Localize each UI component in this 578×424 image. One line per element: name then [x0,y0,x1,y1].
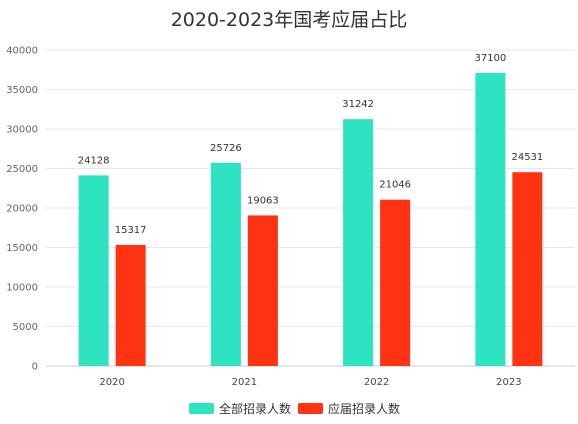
legend-swatch[interactable] [189,403,214,414]
bars: 24128 15317 25726 19063 31242 21046 37100 24531 [78,53,543,366]
x-tick-label: 2022 [364,377,389,388]
data-label: 31242 [342,99,374,110]
y-tick-label: 10000 [6,283,38,294]
y-tick-label: 0 [32,362,38,373]
bar[interactable] [475,72,506,366]
y-tick-label: 40000 [6,46,38,57]
legend-swatch[interactable] [298,403,323,414]
x-tick-label: 2021 [232,377,257,388]
legend-label[interactable]: 全部招录人数 [219,401,291,416]
x-tick-label: 2020 [99,377,124,388]
y-tick-label: 35000 [6,85,38,96]
y-tick-label: 30000 [6,125,38,136]
data-label: 24128 [78,155,110,166]
data-label: 25726 [210,143,242,154]
y-tick-label: 15000 [6,243,38,254]
legend-label[interactable]: 应届招录人数 [328,401,400,416]
y-tick-label: 20000 [6,204,38,215]
legend[interactable]: 全部招录人数 应届招录人数 [189,401,400,416]
bar[interactable] [115,244,146,366]
y-tick-label: 5000 [13,322,38,333]
bar[interactable] [380,199,411,366]
data-label: 15317 [115,225,147,236]
bar[interactable] [210,162,241,366]
data-label: 21046 [379,180,411,191]
bar[interactable] [247,215,278,366]
data-label: 24531 [511,152,543,163]
bar[interactable] [78,175,109,366]
chart-title: 2020-2023年国考应届占比 [171,9,408,31]
data-label: 19063 [247,195,279,206]
x-axis: 2020 2021 2022 2023 [99,377,521,388]
bar[interactable] [343,119,374,366]
x-tick-label: 2023 [496,377,521,388]
bar[interactable] [512,172,543,366]
y-tick-label: 25000 [6,164,38,175]
data-label: 37100 [474,53,506,64]
y-axis: 0 5000 10000 15000 20000 25000 30000 35000 40000 [6,46,38,373]
